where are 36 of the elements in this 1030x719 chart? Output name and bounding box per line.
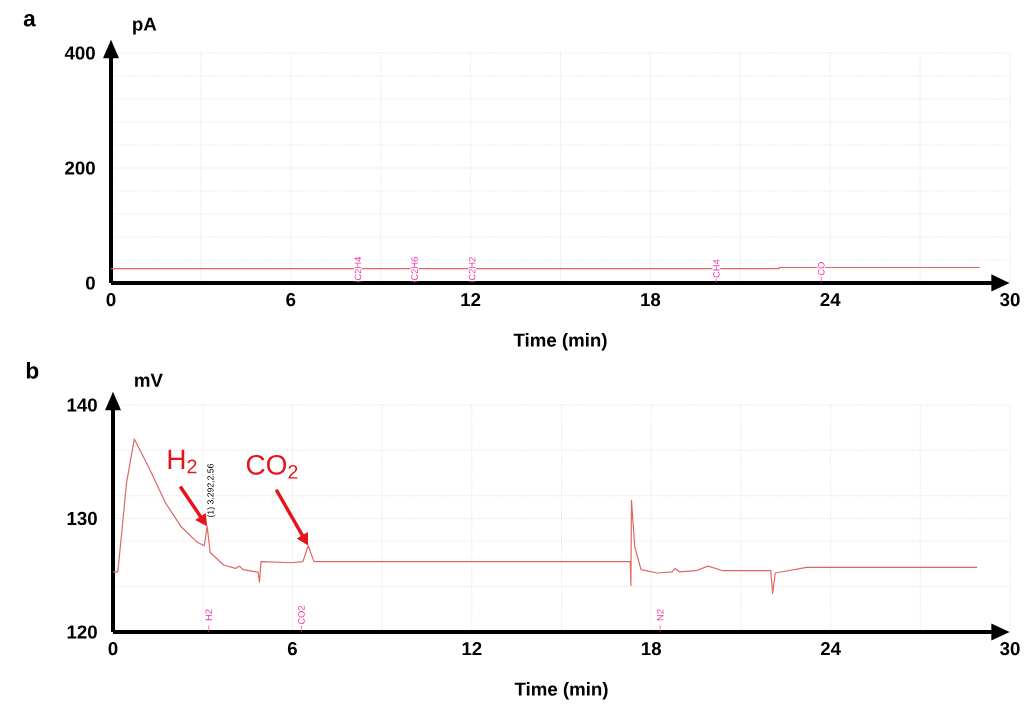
- annotation: C2H2: [468, 257, 476, 281]
- annotation: (1) 3.292,2.56: [207, 463, 216, 517]
- annotation: H2: [205, 609, 212, 621]
- y-axis-title: pA: [133, 17, 157, 35]
- y-axis-title: mV: [135, 373, 163, 387]
- x-tick-label: 24: [820, 293, 841, 307]
- annotation: N2: [656, 609, 664, 621]
- y-tick-label: 0: [85, 276, 95, 290]
- annotation: C2H4: [354, 256, 362, 281]
- x-tick-label: 6: [286, 293, 296, 307]
- line-series: [112, 438, 978, 595]
- x-tick-label: 30: [1000, 293, 1020, 307]
- annotation: CO: [817, 262, 825, 276]
- chart-title: a: [23, 14, 36, 27]
- annotation: CO2: [298, 605, 305, 625]
- y-tick-label: 140: [67, 398, 97, 412]
- x-axis-title: Time (min): [514, 682, 608, 700]
- y-tick-label: 120: [67, 625, 97, 639]
- annotation: CH4: [713, 259, 720, 278]
- annotation: H$_{2}$: [168, 449, 197, 474]
- annotation: C2H6: [411, 257, 418, 281]
- x-tick-label: 12: [461, 293, 481, 307]
- x-tick-label: 18: [642, 642, 662, 656]
- y-tick-label: 400: [64, 46, 95, 60]
- annotation: CO$_{2}$: [246, 454, 298, 479]
- x-axis-title: Time (min): [513, 333, 607, 351]
- x-tick-label: 0: [108, 642, 118, 656]
- x-tick-label: 6: [287, 642, 297, 656]
- x-tick-label: 24: [820, 642, 841, 656]
- x-tick-label: 18: [641, 293, 661, 307]
- chart-title: b: [26, 362, 39, 379]
- x-tick-label: 0: [106, 293, 116, 307]
- x-tick-label: 12: [462, 642, 482, 656]
- x-tick-label: 30: [1000, 642, 1020, 656]
- y-tick-label: 130: [67, 511, 97, 526]
- y-tick-label: 200: [65, 161, 95, 175]
